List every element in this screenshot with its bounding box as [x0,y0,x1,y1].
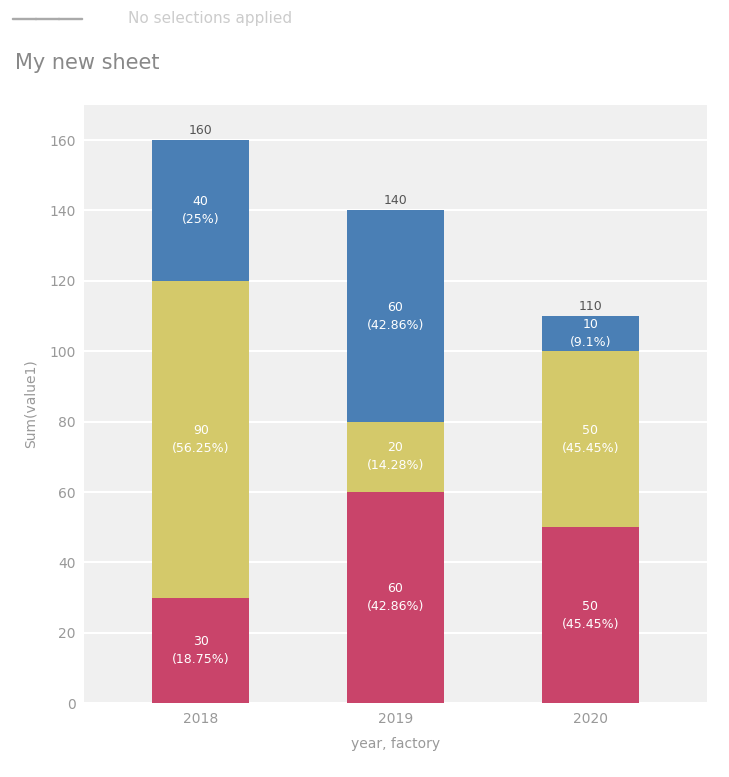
Bar [347,211,444,422]
Text: 40
(25%): 40 (25%) [182,195,219,226]
Text: 140: 140 [383,194,408,207]
Bar [152,140,249,280]
Bar [152,598,249,703]
Y-axis label: Sum(value1): Sum(value1) [24,360,38,448]
Text: My new sheet: My new sheet [15,53,159,73]
Text: 50
(45.45%): 50 (45.45%) [561,600,619,631]
Bar [58,18,82,19]
Bar [12,18,36,19]
Bar [542,528,639,703]
Text: 60
(42.86%): 60 (42.86%) [367,301,424,332]
Text: 160: 160 [189,124,213,137]
Bar [542,316,639,351]
Bar [347,492,444,703]
Bar [542,351,639,528]
Text: 20
(14.28%): 20 (14.28%) [367,441,424,472]
Text: 60
(42.86%): 60 (42.86%) [367,582,424,613]
Text: 90
(56.25%): 90 (56.25%) [172,423,230,455]
X-axis label: year, factory: year, factory [351,737,440,751]
Text: 110: 110 [578,300,602,312]
Bar [347,422,444,492]
Text: 50
(45.45%): 50 (45.45%) [561,423,619,455]
Text: 30
(18.75%): 30 (18.75%) [172,635,230,666]
Bar [35,18,59,19]
Text: 10
(9.1%): 10 (9.1%) [569,318,611,349]
Bar [152,280,249,598]
Text: No selections applied: No selections applied [128,11,292,26]
